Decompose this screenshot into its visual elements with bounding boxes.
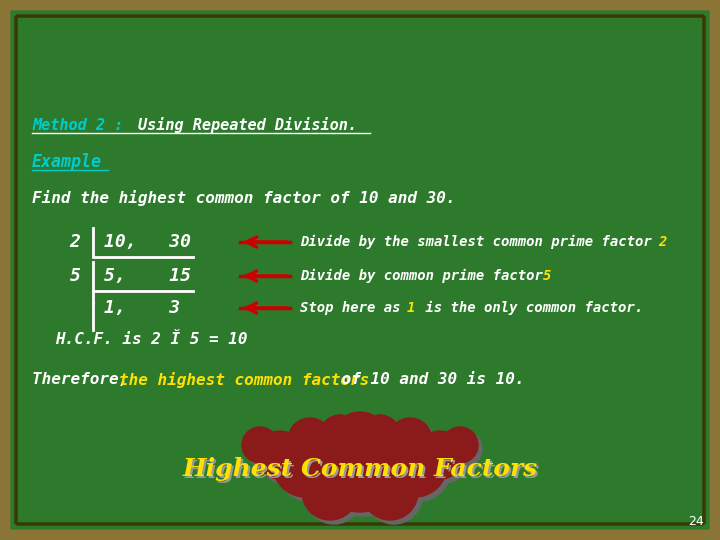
Circle shape	[442, 427, 478, 463]
Circle shape	[324, 419, 364, 459]
Text: Find the highest common factor of 10 and 30.: Find the highest common factor of 10 and…	[32, 190, 456, 206]
Text: Example: Example	[32, 153, 102, 171]
Circle shape	[388, 418, 432, 462]
Circle shape	[366, 468, 422, 524]
Circle shape	[256, 431, 304, 479]
Circle shape	[292, 422, 336, 466]
Circle shape	[302, 464, 358, 520]
Circle shape	[392, 422, 436, 466]
Text: is the only common factor.: is the only common factor.	[417, 301, 643, 315]
Text: of 10 and 30 is 10.: of 10 and 30 is 10.	[332, 373, 524, 388]
Text: 2: 2	[658, 235, 667, 249]
Circle shape	[242, 427, 278, 463]
Circle shape	[420, 435, 468, 483]
Text: 1: 1	[407, 301, 415, 315]
Circle shape	[416, 431, 464, 479]
Circle shape	[318, 428, 402, 512]
Text: 5: 5	[70, 267, 81, 285]
Circle shape	[322, 432, 406, 516]
Text: Method 2 :: Method 2 :	[32, 118, 123, 132]
Text: 5,    15: 5, 15	[104, 267, 191, 285]
Circle shape	[246, 431, 282, 467]
Circle shape	[273, 433, 337, 497]
Circle shape	[360, 415, 400, 455]
Circle shape	[336, 416, 392, 472]
Circle shape	[288, 418, 332, 462]
Text: 10,   30: 10, 30	[104, 233, 191, 251]
Circle shape	[364, 419, 404, 459]
Text: 5: 5	[543, 269, 552, 283]
Circle shape	[332, 412, 388, 468]
Circle shape	[387, 437, 451, 501]
Text: Therefore,: Therefore,	[32, 373, 138, 388]
Circle shape	[306, 468, 362, 524]
Text: Divide by the smallest common prime factor: Divide by the smallest common prime fact…	[300, 235, 660, 249]
Circle shape	[446, 431, 482, 467]
Text: 24: 24	[688, 515, 704, 528]
Text: 1,    3: 1, 3	[104, 299, 180, 317]
Text: Stop here as: Stop here as	[300, 301, 409, 315]
Text: Divide by common prime factor: Divide by common prime factor	[300, 269, 552, 283]
Text: Using Repeated Division.: Using Repeated Division.	[138, 117, 357, 133]
Text: Highest Common Factors: Highest Common Factors	[182, 457, 538, 481]
Circle shape	[277, 437, 341, 501]
Text: H.C.F. is 2 Ĭ 5 = 10: H.C.F. is 2 Ĭ 5 = 10	[55, 333, 248, 348]
Circle shape	[260, 435, 308, 483]
Text: 2: 2	[70, 233, 81, 251]
Text: Highest Common Factors: Highest Common Factors	[184, 459, 539, 483]
Circle shape	[362, 464, 418, 520]
Circle shape	[320, 415, 360, 455]
Circle shape	[383, 433, 447, 497]
Text: the highest common factors: the highest common factors	[119, 372, 369, 388]
